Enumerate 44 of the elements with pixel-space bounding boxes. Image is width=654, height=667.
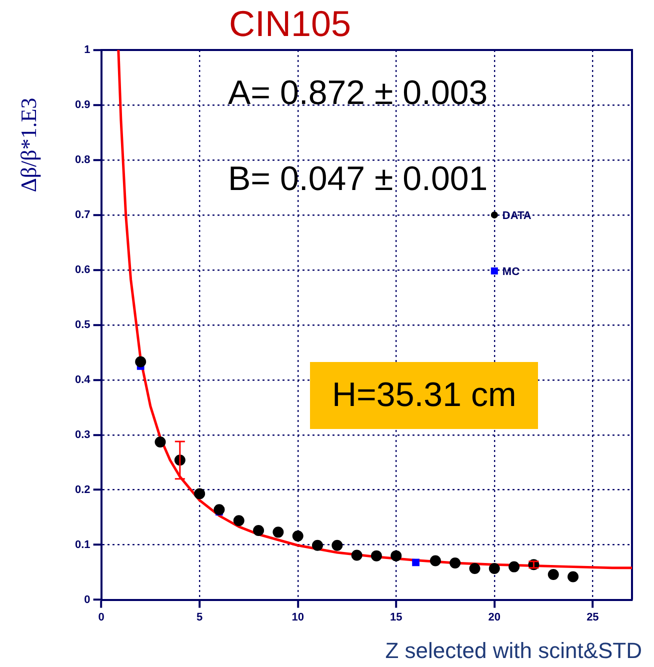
x-axis-title: Z selected with scint&STD [385, 638, 642, 664]
point [253, 525, 264, 536]
y-tick-label: 0.1 [74, 538, 90, 551]
point [548, 569, 559, 580]
annotation: B= 0.047 ± 0.001 [228, 160, 488, 199]
y-tick-label: 0.5 [74, 318, 90, 331]
point [412, 558, 420, 566]
point [430, 555, 441, 566]
point [233, 515, 244, 526]
point [450, 557, 461, 568]
x-tick-label: 20 [488, 611, 501, 624]
point [351, 550, 362, 561]
y-tick-label: 0.3 [74, 428, 90, 441]
y-tick-label: 0.8 [74, 154, 90, 166]
point [272, 526, 284, 538]
x-tick-label: 0 [98, 611, 104, 624]
point [292, 530, 304, 542]
y-tick-label: 1 [84, 44, 90, 56]
y-axis-title: Δβ/β*1.E3 [16, 98, 41, 192]
y-tick-label: 0.4 [74, 374, 92, 386]
point [488, 562, 500, 574]
point [154, 436, 166, 448]
point [508, 561, 520, 572]
point [390, 550, 402, 562]
x-tick-label: 5 [196, 611, 203, 624]
chart-title: CIN105 [228, 2, 352, 44]
annotation: H=35.31 cm [310, 362, 538, 429]
point [194, 488, 206, 500]
y-tick-label: 0 [84, 594, 90, 606]
x-tick-label: 15 [390, 611, 402, 624]
y-tick-label: 0.7 [74, 208, 90, 221]
x-tick-label: 10 [292, 611, 304, 624]
y-tick-label: 0.2 [74, 484, 90, 496]
point [135, 356, 146, 368]
point [312, 540, 324, 551]
x-tick-label: 25 [586, 611, 599, 624]
y-tick-label: 0.9 [74, 99, 90, 112]
annotation: A= 0.872 ± 0.003 [228, 74, 488, 113]
point [332, 540, 343, 551]
point [370, 550, 382, 562]
point [568, 571, 579, 582]
point [214, 504, 225, 516]
y-tick-label: 0.6 [74, 264, 90, 276]
point [469, 562, 480, 574]
